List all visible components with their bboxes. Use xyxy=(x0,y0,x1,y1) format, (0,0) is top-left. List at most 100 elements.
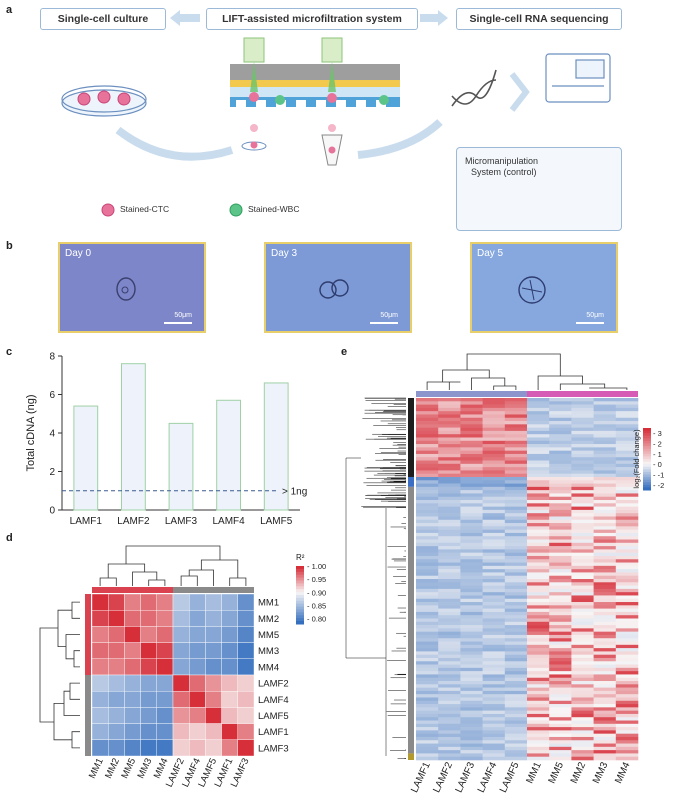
single-cell-culture-box: Single-cell culture xyxy=(40,8,166,30)
heatmap-cell xyxy=(482,536,506,540)
heatmap-cell xyxy=(460,427,483,432)
heatmap-cell xyxy=(438,641,461,646)
heatmap-cell xyxy=(460,450,483,455)
heatmap-cell xyxy=(549,694,572,698)
heatmap-cell xyxy=(593,411,617,415)
heatmap-cell xyxy=(549,611,572,616)
heatmap-cell xyxy=(460,667,483,672)
heatmap-cell xyxy=(527,588,550,593)
heatmap-cell xyxy=(438,644,461,649)
heatmap-cell xyxy=(593,529,617,534)
heatmap-cell xyxy=(549,401,572,405)
bar-lamf2 xyxy=(121,363,146,511)
heatmap-cell xyxy=(504,717,528,721)
heatmap-cell xyxy=(571,483,594,488)
heatmap-cell xyxy=(571,575,594,580)
heatmap-cell xyxy=(571,661,594,665)
heatmap-cell xyxy=(438,569,461,573)
heatmap-cell xyxy=(460,720,483,725)
panel-letter-c: c xyxy=(6,346,13,358)
heatmap-cell xyxy=(416,562,439,567)
heatmap-cell xyxy=(416,690,439,695)
heatmap-cell xyxy=(615,398,639,402)
heatmap-cell xyxy=(593,457,617,461)
heatmap-cell xyxy=(416,648,439,652)
heatmap-cell xyxy=(504,657,528,662)
heatmap-cell xyxy=(438,638,461,642)
heatmap-cell xyxy=(482,667,506,672)
legend-tick: - 2 xyxy=(653,440,662,449)
heatmap-cell xyxy=(438,730,461,734)
col-label: MM5 xyxy=(547,760,567,785)
heatmap-cell xyxy=(482,529,506,534)
heatmap-cell xyxy=(460,615,483,619)
heatmap-cell xyxy=(438,473,461,478)
heatmap-cell xyxy=(549,740,572,744)
heatmap-cell xyxy=(593,625,617,629)
heatmap-cell xyxy=(593,723,617,728)
heatmap-cell xyxy=(593,710,617,715)
heatmap-cell xyxy=(416,713,439,718)
heatmap-cell xyxy=(571,654,594,659)
heatmap-cell xyxy=(549,562,572,567)
heatmap-cell xyxy=(593,608,617,613)
heatmap-cell xyxy=(504,529,528,534)
heatmap-cell xyxy=(549,447,572,451)
heatmap-cell xyxy=(460,470,483,474)
heatmap-cell xyxy=(504,555,528,560)
heatmap-cell xyxy=(124,739,141,757)
heatmap-cell xyxy=(482,634,506,639)
arrow-left-icon xyxy=(170,10,180,26)
heatmap-cell xyxy=(504,615,528,619)
legend-swatch xyxy=(296,612,304,616)
heatmap-cell xyxy=(460,555,483,560)
legend-tick: - 0.85 xyxy=(307,602,326,611)
x-tick-label: LAMF2 xyxy=(117,516,150,527)
heatmap-cell xyxy=(593,605,617,609)
heatmap-cell xyxy=(438,424,461,428)
heatmap-cell xyxy=(615,694,639,698)
heatmap-cell xyxy=(527,467,550,471)
legend-swatch xyxy=(296,618,304,622)
heatmap-cell xyxy=(504,463,528,468)
heatmap-cell xyxy=(615,526,639,530)
heatmap-cell xyxy=(438,575,461,580)
heatmap-cell xyxy=(549,496,572,501)
heatmap-cell xyxy=(460,407,483,412)
heatmap-cell xyxy=(482,421,506,425)
heatmap-cell xyxy=(438,572,461,577)
heatmap-cell xyxy=(615,664,639,669)
heatmap-cell xyxy=(460,625,483,629)
heatmap-cell xyxy=(416,667,439,672)
row-side-bar-gray xyxy=(408,486,414,754)
heatmap-cell xyxy=(549,493,572,498)
heatmap-cell xyxy=(482,516,506,521)
heatmap-cell xyxy=(527,740,550,744)
heatmap-cell xyxy=(438,681,461,685)
heatmap-cell xyxy=(593,582,617,586)
heatmap-cell xyxy=(615,753,639,758)
heatmap-cell xyxy=(460,500,483,504)
heatmap-cell xyxy=(615,641,639,646)
legend-swatch xyxy=(296,568,304,573)
heatmap-cell xyxy=(482,700,506,705)
heatmap-cell xyxy=(438,529,461,534)
legend-tick: - 1.00 xyxy=(307,562,326,571)
heatmap-cell xyxy=(527,437,550,442)
heatmap-cell xyxy=(416,427,439,432)
heatmap-cell xyxy=(460,493,483,498)
heatmap-cell xyxy=(549,532,572,537)
heatmap-cell xyxy=(615,549,639,553)
heatmap-cell xyxy=(571,621,594,626)
heatmap-cell xyxy=(593,440,617,445)
heatmap-cell xyxy=(416,579,439,583)
heatmap-cell xyxy=(504,598,528,603)
heatmap-cell xyxy=(549,638,572,642)
filtration-device-icon xyxy=(230,37,400,166)
heatmap-cell xyxy=(549,506,572,511)
heatmap-cell xyxy=(221,707,239,724)
heatmap-cell xyxy=(527,687,550,692)
heatmap-cell xyxy=(482,493,506,498)
heatmap-cell xyxy=(460,694,483,698)
